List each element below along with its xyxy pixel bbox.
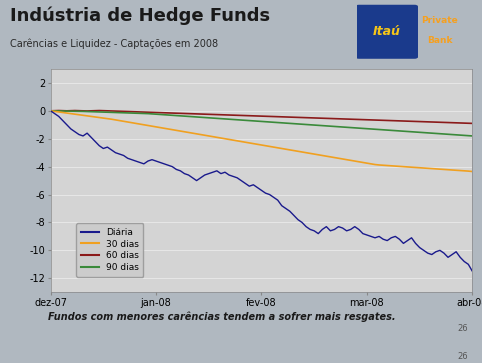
Text: Private: Private	[422, 16, 458, 25]
Text: Itaú: Itaú	[373, 25, 401, 38]
Text: 26: 26	[457, 352, 468, 360]
Text: Indústria de Hedge Funds: Indústria de Hedge Funds	[10, 6, 270, 25]
Text: Fundos com menores carências tendem a sofrer mais resgates.: Fundos com menores carências tendem a so…	[48, 311, 396, 322]
Text: Bank: Bank	[427, 36, 453, 45]
FancyBboxPatch shape	[356, 5, 418, 59]
Text: Carências e Liquidez - Captações em 2008: Carências e Liquidez - Captações em 2008	[10, 38, 218, 49]
Text: 26: 26	[457, 324, 468, 333]
Legend: Diária, 30 dias, 60 dias, 90 dias: Diária, 30 dias, 60 dias, 90 dias	[76, 223, 143, 277]
